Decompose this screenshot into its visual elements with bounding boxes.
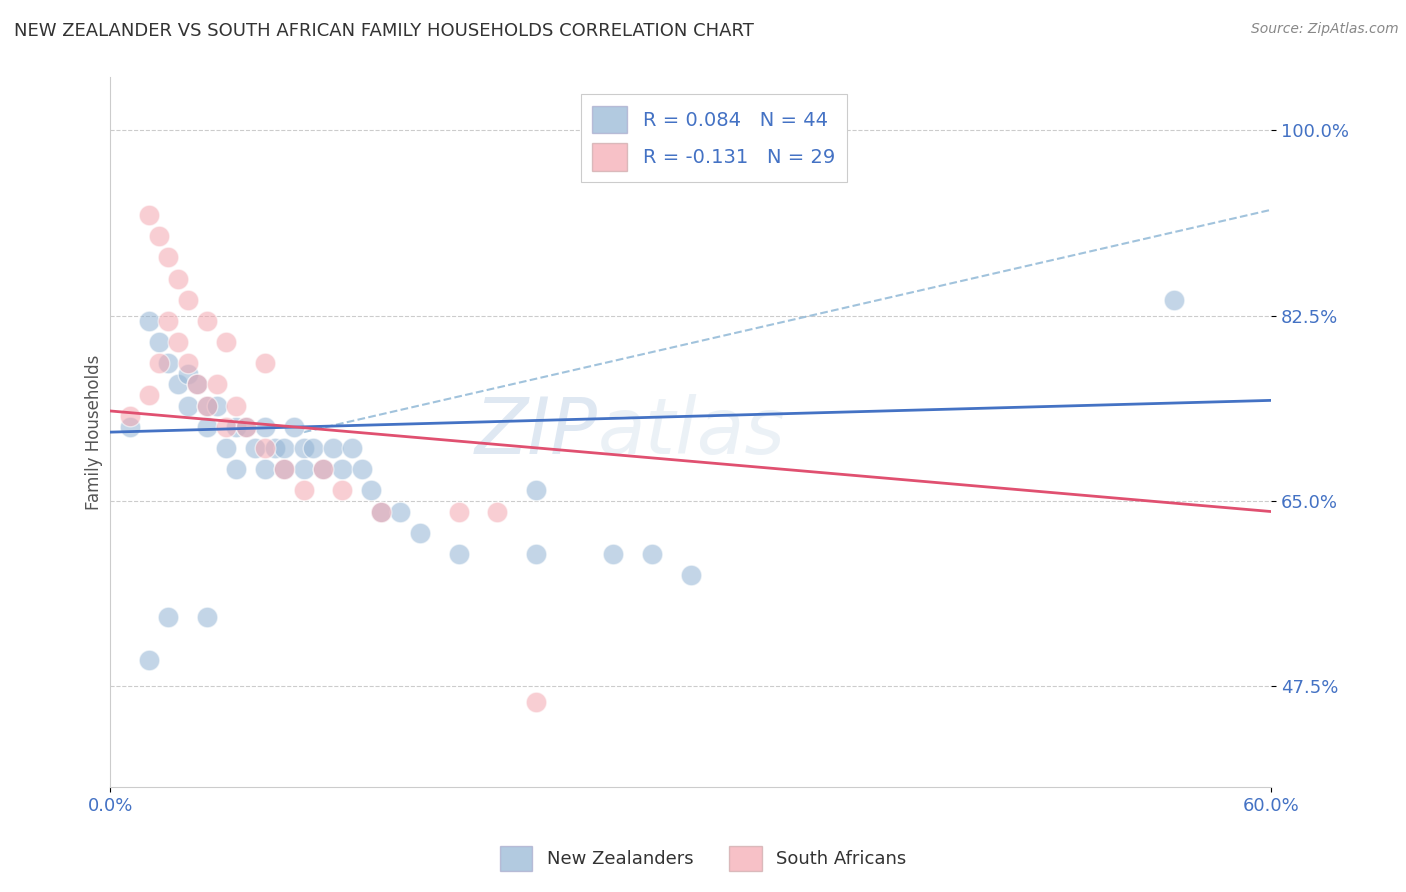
Point [292, 483, 315, 498]
Y-axis label: Family Households: Family Households [86, 354, 103, 510]
Point [176, 399, 198, 413]
Point [167, 377, 190, 392]
Point [235, 420, 257, 434]
Point [167, 335, 190, 350]
Point [1163, 293, 1185, 307]
Point [332, 462, 354, 476]
Point [332, 483, 354, 498]
Point [283, 420, 305, 434]
Point [176, 356, 198, 370]
Point [157, 610, 180, 624]
Point [148, 335, 170, 350]
Point [138, 314, 160, 328]
Point [524, 483, 547, 498]
Text: NEW ZEALANDER VS SOUTH AFRICAN FAMILY HOUSEHOLDS CORRELATION CHART: NEW ZEALANDER VS SOUTH AFRICAN FAMILY HO… [14, 22, 754, 40]
Point [148, 356, 170, 370]
Legend: New Zealanders, South Africans: New Zealanders, South Africans [492, 838, 914, 879]
Point [157, 356, 180, 370]
Point [205, 377, 228, 392]
Point [138, 653, 160, 667]
Point [225, 462, 247, 476]
Point [195, 610, 218, 624]
Point [138, 388, 160, 402]
Point [322, 441, 344, 455]
Point [602, 547, 624, 561]
Point [524, 547, 547, 561]
Text: ZIP: ZIP [475, 394, 598, 470]
Point [312, 462, 335, 476]
Text: Source: ZipAtlas.com: Source: ZipAtlas.com [1251, 22, 1399, 37]
Point [215, 441, 238, 455]
Point [273, 462, 295, 476]
Point [292, 462, 315, 476]
Point [263, 441, 285, 455]
Point [447, 547, 470, 561]
Point [235, 420, 257, 434]
Point [409, 525, 432, 540]
Point [486, 504, 509, 518]
Point [370, 504, 392, 518]
Point [225, 420, 247, 434]
Point [138, 208, 160, 222]
Point [679, 568, 702, 582]
Point [195, 399, 218, 413]
Point [195, 420, 218, 434]
Point [253, 441, 276, 455]
Point [215, 335, 238, 350]
Point [312, 462, 335, 476]
Point [524, 695, 547, 709]
Point [350, 462, 373, 476]
Point [157, 314, 180, 328]
Point [389, 504, 412, 518]
Point [176, 367, 198, 381]
Point [118, 420, 141, 434]
Point [447, 504, 470, 518]
Point [195, 399, 218, 413]
Point [245, 441, 267, 455]
Point [195, 314, 218, 328]
Point [273, 441, 295, 455]
Point [118, 409, 141, 424]
Point [176, 293, 198, 307]
Point [186, 377, 208, 392]
Legend: R = 0.084   N = 44, R = -0.131   N = 29: R = 0.084 N = 44, R = -0.131 N = 29 [581, 95, 846, 182]
Point [225, 399, 247, 413]
Point [340, 441, 363, 455]
Text: atlas: atlas [598, 394, 786, 470]
Point [148, 229, 170, 244]
Point [167, 271, 190, 285]
Point [215, 420, 238, 434]
Point [292, 441, 315, 455]
Point [302, 441, 325, 455]
Point [370, 504, 392, 518]
Point [273, 462, 295, 476]
Point [253, 462, 276, 476]
Point [360, 483, 382, 498]
Point [205, 399, 228, 413]
Point [186, 377, 208, 392]
Point [253, 356, 276, 370]
Point [253, 420, 276, 434]
Point [157, 251, 180, 265]
Point [641, 547, 664, 561]
